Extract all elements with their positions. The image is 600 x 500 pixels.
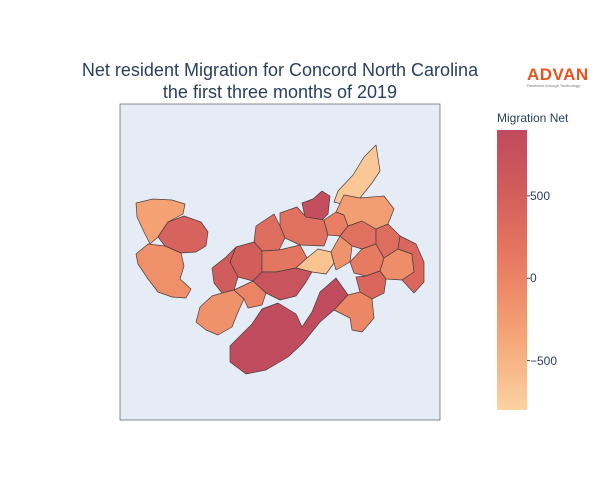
region-southeast-strip[interactable]	[333, 291, 375, 333]
region-layer	[135, 144, 425, 375]
colorbar-title: Migration Net	[497, 111, 569, 125]
region-far-east[interactable]	[397, 235, 425, 294]
colorbar-tick-label: −500	[530, 353, 558, 368]
advan-logo: ADVAN Research through Technology	[527, 66, 595, 88]
logo-word: ADVAN	[527, 65, 589, 84]
region-southwest[interactable]	[195, 289, 245, 336]
title-line-1: Net resident Migration for Concord North…	[81, 60, 479, 80]
colorbar-tick-label: 0	[530, 271, 537, 286]
region-east-b[interactable]	[330, 235, 353, 271]
colorbar-tick-marks	[527, 195, 530, 362]
chart-title: Net resident Migration for Concord North…	[0, 59, 560, 103]
colorbar[interactable]	[497, 130, 527, 410]
region-south-center[interactable]	[252, 267, 313, 301]
region-south-big[interactable]	[229, 277, 349, 375]
region-west-south[interactable]	[135, 243, 192, 299]
region-east-g[interactable]	[335, 194, 395, 230]
colorbar-tick-label: 500	[530, 188, 551, 203]
title-line-2: the first three months of 2019	[162, 82, 398, 102]
region-west-center[interactable]	[211, 246, 239, 294]
logo-tagline: Research through Technology	[527, 83, 581, 88]
